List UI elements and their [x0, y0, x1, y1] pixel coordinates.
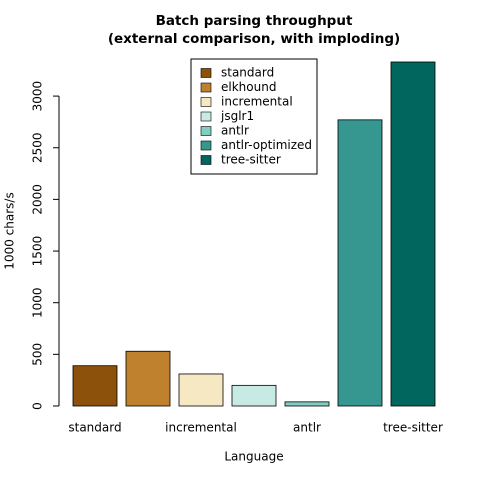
bar [390, 61, 436, 407]
chart-title: Batch parsing throughput [156, 13, 353, 29]
y-axis-label: 1000 chars/s [3, 192, 17, 269]
x-tick-label: incremental [165, 421, 237, 435]
x-tick-label: tree-sitter [383, 421, 443, 435]
y-tick-label: 1500 [31, 236, 45, 267]
legend-swatch [200, 140, 212, 151]
legend-label: jsglr1 [220, 109, 254, 123]
legend-swatch [200, 155, 212, 165]
legend-label: incremental [221, 95, 293, 109]
legend-swatch [200, 126, 212, 136]
legend-swatch [200, 68, 212, 78]
legend-label: antlr-optimized [221, 138, 312, 152]
bar [72, 365, 118, 407]
x-axis-label: Language [224, 450, 283, 464]
bar [284, 401, 330, 407]
y-tick-label: 0 [31, 402, 45, 410]
bar [231, 384, 277, 407]
legend-swatch [200, 97, 212, 107]
legend-label: standard [221, 66, 274, 80]
y-tick-label: 1000 [31, 287, 45, 318]
y-tick-label: 2000 [31, 184, 45, 215]
legend-label: antlr [221, 124, 249, 138]
bar [125, 350, 171, 407]
bar [178, 373, 224, 407]
x-tick-label: standard [68, 421, 121, 435]
legend-swatch [200, 111, 212, 122]
bar [337, 119, 383, 407]
legend-label: elkhound [221, 80, 276, 94]
legend-label: tree-sitter [221, 153, 281, 167]
y-tick-label: 500 [31, 343, 45, 366]
y-tick-label: 3000 [31, 81, 45, 112]
legend-swatch [200, 82, 212, 93]
chart-subtitle: (external comparison, with imploding) [108, 31, 400, 47]
x-tick-label: antlr [293, 421, 321, 435]
legend-box [190, 58, 318, 175]
y-tick-label: 2500 [31, 132, 45, 163]
